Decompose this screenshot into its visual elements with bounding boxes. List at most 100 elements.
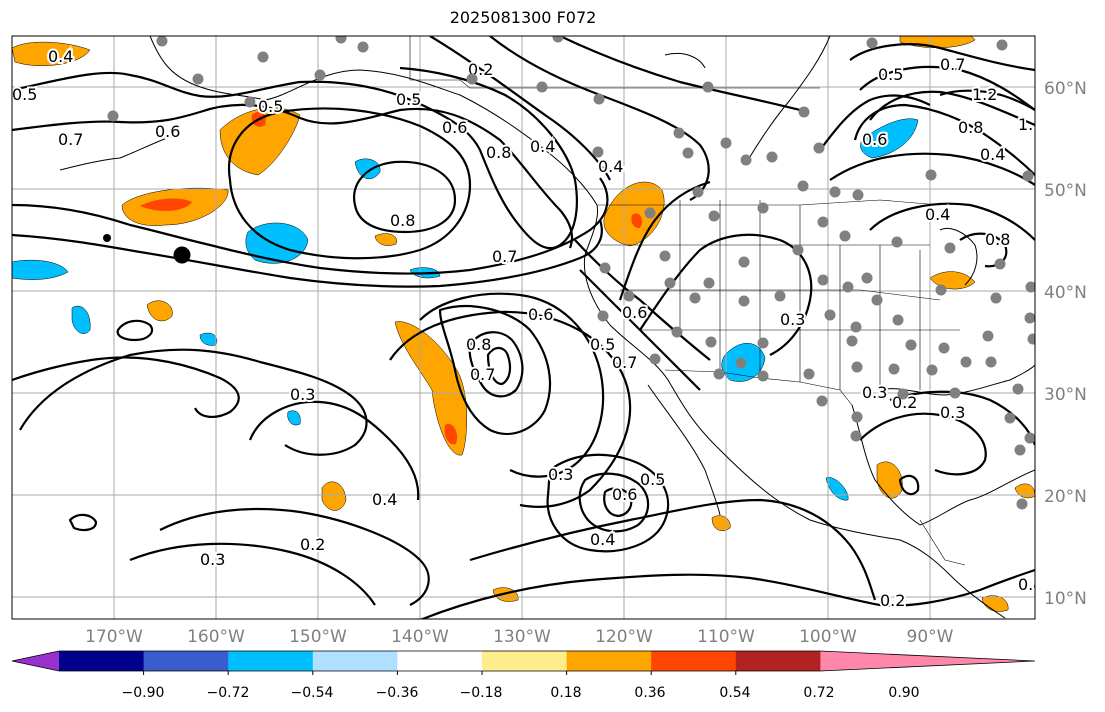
- station-dot: [816, 395, 828, 407]
- station-dot: [996, 39, 1008, 51]
- contour-label: 0.2: [892, 393, 917, 412]
- station-dot: [960, 356, 972, 368]
- colorbar-segment: [651, 651, 737, 671]
- contour-label: 0.7: [940, 55, 965, 74]
- station-dot: [536, 81, 548, 93]
- colorbar-segments: [11, 650, 1036, 675]
- station-dot: [1014, 444, 1026, 456]
- station-dot: [335, 36, 347, 44]
- station-dot: [599, 262, 611, 274]
- contour-label: 0.4: [590, 530, 615, 549]
- lat-label: 40°N: [1044, 283, 1087, 303]
- lon-label: 90°W: [907, 627, 954, 647]
- contour-label: 0.6: [528, 305, 553, 324]
- colorbar-tick-label: −0.18: [460, 685, 503, 701]
- latitude-labels: 60°N 50°N 40°N 30°N 20°N 10°N: [1044, 79, 1087, 609]
- station-markers: [107, 36, 1035, 510]
- station-dot: [766, 151, 778, 163]
- shade-negative: [825, 477, 849, 501]
- colorbar-segment: [312, 651, 398, 671]
- map-title: 2025081300 F072: [449, 8, 597, 27]
- contour-label: 0.3: [940, 403, 965, 422]
- station-dot: [866, 37, 878, 49]
- station-dot: [671, 326, 683, 338]
- contour-label: 0.6: [622, 303, 647, 322]
- colorbar-segment: [397, 651, 483, 671]
- shading-layer: [12, 36, 1035, 612]
- colorbar-segment: [735, 651, 821, 671]
- station-dot: [774, 290, 786, 302]
- station-dot: [990, 292, 1002, 304]
- station-dot: [659, 250, 671, 262]
- contour-label: 0.8: [486, 143, 511, 162]
- shade-positive-strong: [631, 213, 643, 228]
- colorbar-tick-label: 0.54: [719, 685, 750, 701]
- station-dot: [1024, 312, 1035, 324]
- lon-label: 140°W: [391, 627, 449, 647]
- contour-label: 0.3: [290, 385, 315, 404]
- shade-positive: [711, 515, 731, 531]
- station-dot: [664, 277, 676, 289]
- station-dot: [1022, 170, 1034, 182]
- location-marker: [173, 246, 191, 264]
- station-dot: [244, 96, 256, 108]
- station-dot: [740, 154, 752, 166]
- station-dot: [842, 281, 854, 293]
- station-dot: [1016, 498, 1028, 510]
- lon-label: 170°W: [85, 627, 143, 647]
- station-dot: [757, 202, 769, 214]
- contour-label: 0.6: [155, 122, 180, 141]
- station-dot: [689, 292, 701, 304]
- station-dot: [817, 274, 829, 286]
- contour-label: 0.6: [862, 130, 887, 149]
- station-dot: [851, 361, 863, 373]
- shade-positive: [219, 107, 301, 176]
- station-dot: [357, 41, 369, 53]
- station-dot: [738, 256, 750, 268]
- contour-label: 0.4: [530, 137, 555, 156]
- station-dot: [649, 353, 661, 365]
- lat-label: 60°N: [1044, 79, 1087, 99]
- station-dot: [705, 336, 717, 348]
- station-dot: [107, 110, 119, 122]
- contour-label: 0.8: [390, 211, 415, 230]
- shade-negative: [287, 410, 301, 426]
- colorbar-segment: [566, 651, 652, 671]
- station-dot: [156, 36, 168, 47]
- lon-label: 160°W: [187, 627, 245, 647]
- station-dot: [851, 411, 863, 423]
- shade-positive: [876, 461, 903, 499]
- station-dot: [702, 81, 714, 93]
- station-dot: [593, 93, 605, 105]
- lon-label: 110°W: [697, 627, 755, 647]
- station-dot: [905, 339, 917, 351]
- station-dot: [891, 236, 903, 248]
- station-dot: [982, 330, 994, 342]
- station-dot: [314, 69, 326, 81]
- station-dot: [817, 216, 829, 228]
- contour-label: 0.8: [985, 230, 1010, 249]
- shade-negative: [860, 118, 919, 159]
- station-dot: [597, 310, 609, 322]
- shade-positive-strong: [140, 198, 192, 211]
- station-dot: [1025, 281, 1035, 293]
- station-dot: [892, 314, 904, 326]
- colorbar-tick-label: 0.90: [888, 685, 919, 701]
- station-dot: [592, 146, 604, 158]
- map-frame: [11, 35, 1036, 620]
- station-dot: [938, 342, 950, 354]
- contour-label: 0.8: [958, 118, 983, 137]
- station-dot: [813, 142, 825, 154]
- shade-positive: [981, 595, 1009, 612]
- station-dot: [1012, 383, 1024, 395]
- contour-label: 0.3: [780, 310, 805, 329]
- station-dot: [850, 321, 862, 333]
- graticule: [12, 36, 1035, 619]
- lat-label: 30°N: [1044, 385, 1087, 405]
- contour-label: 0.7: [492, 247, 517, 266]
- colorbar-extend-low: [12, 651, 59, 671]
- station-dot: [257, 51, 269, 63]
- shade-negative: [354, 158, 381, 180]
- station-dot: [703, 277, 715, 289]
- contour-label: 0.4: [598, 157, 623, 176]
